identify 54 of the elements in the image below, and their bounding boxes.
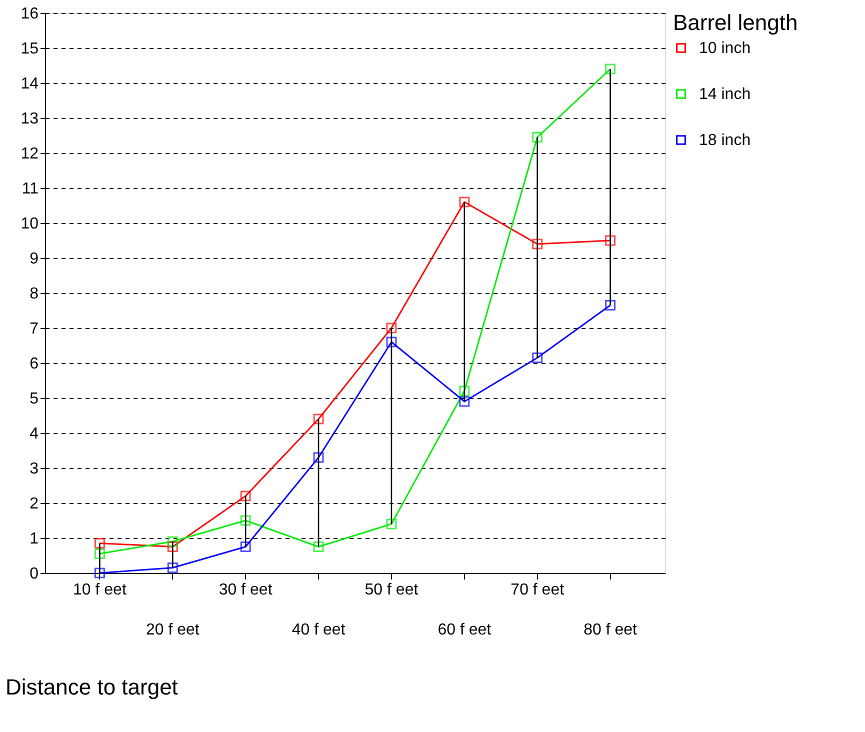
point bbox=[313, 414, 324, 424]
y-tick-label: 8 bbox=[30, 286, 39, 302]
point bbox=[605, 300, 616, 310]
point bbox=[94, 548, 105, 559]
y-tick-label: 7 bbox=[30, 320, 39, 338]
point bbox=[605, 64, 616, 74]
point bbox=[313, 452, 324, 463]
y-tick-label: 9 bbox=[30, 250, 39, 268]
y-tick-label: 10 bbox=[20, 216, 39, 232]
x-tick-label: 10 f eet bbox=[73, 582, 127, 598]
y-tick-label: 11 bbox=[22, 180, 39, 198]
legend-label: 14 inch bbox=[699, 86, 751, 103]
point bbox=[240, 515, 251, 526]
y-tick-label: 3 bbox=[30, 460, 39, 478]
point bbox=[386, 322, 397, 334]
legend-label: 10 inch bbox=[699, 40, 751, 57]
point bbox=[94, 538, 105, 548]
y-tick-label: 13 bbox=[20, 110, 39, 128]
point bbox=[240, 490, 251, 502]
x-axis-title: Distance to target bbox=[6, 674, 178, 700]
point bbox=[459, 386, 470, 396]
legend-label: 18 inch bbox=[699, 132, 751, 149]
point bbox=[94, 568, 105, 578]
x-tick-label: 20 f eet bbox=[146, 622, 200, 638]
y-tick-label: 6 bbox=[30, 356, 39, 372]
y-tick-label: 1 bbox=[30, 530, 39, 548]
y-tick-label: 16 bbox=[20, 6, 39, 22]
x-tick-label: 60 f eet bbox=[438, 622, 492, 638]
point bbox=[605, 235, 616, 246]
point bbox=[167, 542, 178, 552]
point bbox=[532, 132, 543, 142]
point bbox=[532, 352, 543, 363]
x-tick-label: 80 f eet bbox=[584, 622, 638, 638]
point bbox=[532, 238, 543, 250]
point bbox=[167, 562, 178, 573]
y-tick-label: 2 bbox=[30, 496, 39, 512]
point bbox=[313, 542, 324, 552]
x-tick-label: 50 f eet bbox=[364, 582, 419, 598]
x-tick-label: 70 f eet bbox=[510, 582, 565, 598]
point bbox=[459, 196, 470, 208]
point bbox=[167, 536, 178, 547]
x-tick-label: 40 f eet bbox=[292, 622, 346, 638]
y-tick-label: 4 bbox=[30, 426, 39, 442]
point bbox=[386, 518, 397, 530]
point bbox=[240, 542, 251, 552]
legend-title: Barrel length bbox=[673, 10, 798, 35]
x-tick-label: 30 f eet bbox=[218, 582, 273, 598]
point bbox=[459, 396, 470, 407]
point bbox=[386, 336, 397, 348]
y-tick-label: 14 bbox=[20, 76, 39, 92]
y-tick-label: 0 bbox=[30, 566, 39, 582]
y-tick-label: 12 bbox=[20, 146, 39, 162]
y-tick-label: 5 bbox=[30, 390, 39, 408]
y-tick-label: 15 bbox=[20, 40, 39, 58]
